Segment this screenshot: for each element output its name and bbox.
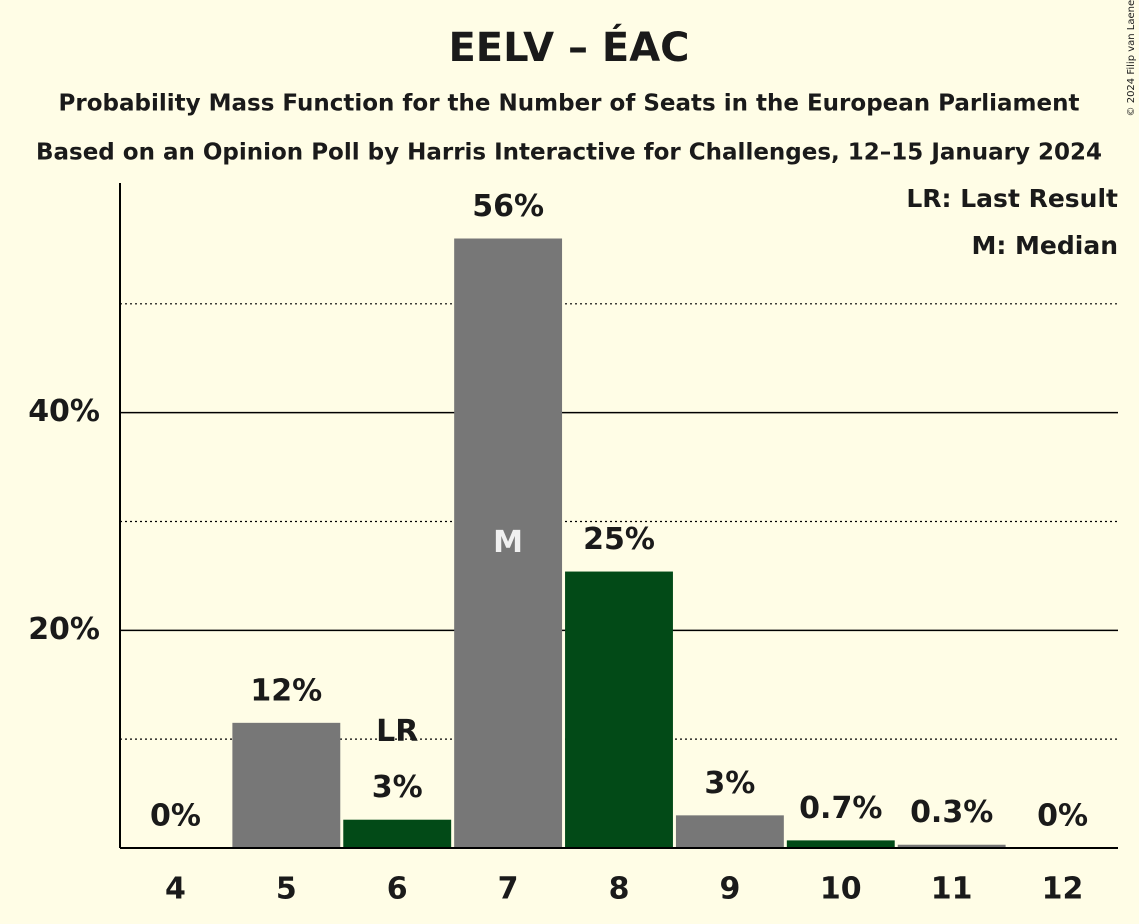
chart-subtitle: Probability Mass Function for the Number… [59,91,1080,117]
y-tick-label: 20% [28,612,100,647]
x-tick-label: 8 [609,872,630,907]
legend-entry: M: Median [971,231,1118,260]
x-tick-label: 11 [931,872,973,907]
x-tick-label: 10 [820,872,862,907]
bar [786,840,895,848]
annotation: M [493,525,523,560]
value-label: 0% [150,799,201,834]
copyright: © 2024 Filip van Laenen [1126,0,1137,116]
bar [232,722,341,848]
x-tick-label: 6 [387,872,408,907]
value-label: 0.3% [910,795,993,830]
chart-title: EELV – ÉAC [448,23,689,71]
bar [343,819,452,848]
legend-entry: LR: Last Result [906,184,1118,213]
annotation: LR [376,714,418,749]
value-label: 25% [583,522,655,557]
value-label: 12% [250,673,322,708]
x-tick-label: 7 [498,872,519,907]
x-tick-label: 9 [719,872,740,907]
value-label: 0% [1037,799,1088,834]
x-tick-label: 12 [1042,872,1084,907]
bar [897,844,1006,848]
value-label: 3% [372,770,423,805]
value-label: 56% [472,189,544,224]
value-label: 3% [704,766,755,801]
x-tick-label: 4 [165,872,186,907]
bar [454,238,563,848]
x-tick-label: 5 [276,872,297,907]
bar [565,571,673,848]
bar [675,815,784,848]
chart-subtitle: Based on an Opinion Poll by Harris Inter… [36,140,1102,166]
value-label: 0.7% [799,791,882,826]
y-tick-label: 40% [28,394,100,429]
